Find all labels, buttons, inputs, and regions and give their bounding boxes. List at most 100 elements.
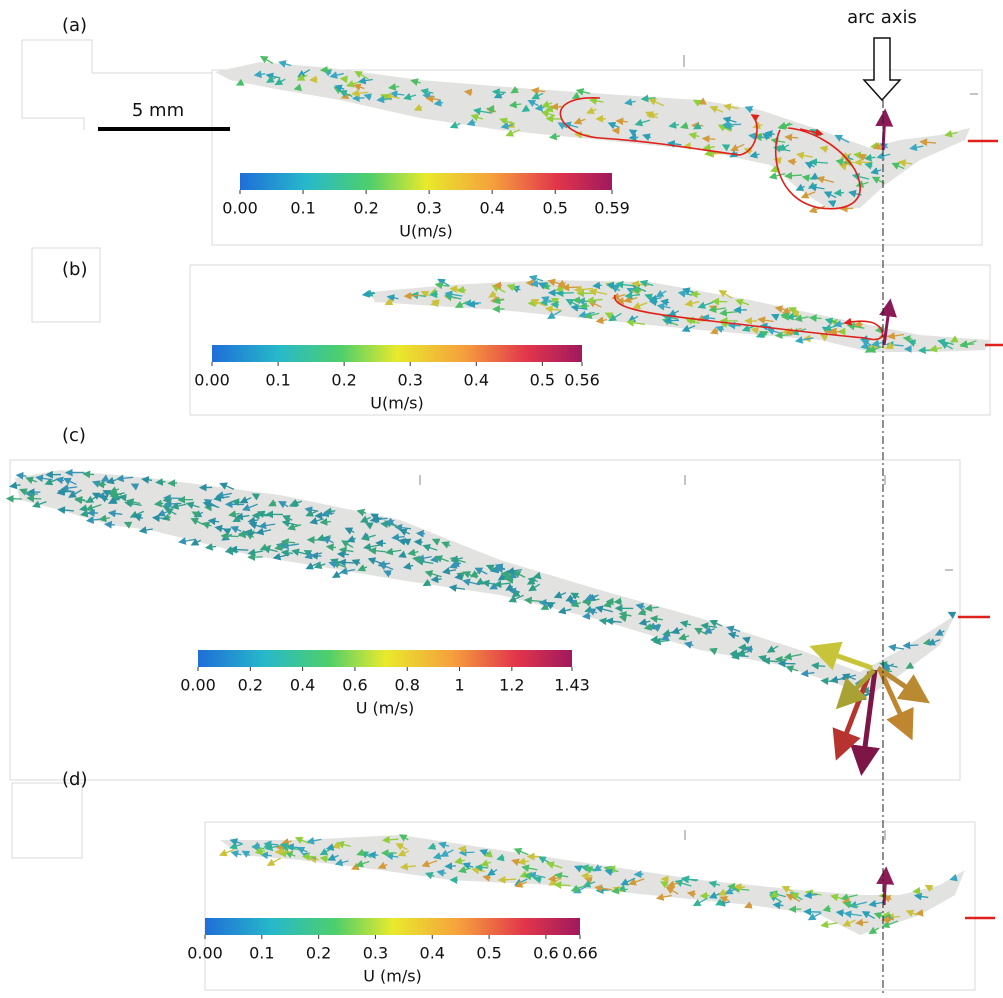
colorbar-tick-label: 0.66	[562, 944, 598, 963]
vector	[745, 905, 751, 908]
vector	[493, 92, 505, 93]
vector	[594, 285, 602, 286]
colorbar-tick-label: 1.2	[499, 676, 524, 695]
vector	[581, 306, 589, 307]
vector	[338, 554, 349, 555]
vector	[369, 855, 378, 856]
vector	[536, 108, 544, 109]
vector	[615, 601, 622, 602]
colorbar-unit: U(m/s)	[399, 222, 453, 241]
vector	[841, 208, 853, 209]
vector	[28, 498, 41, 499]
colorbar-unit: U(m/s)	[370, 394, 424, 413]
colorbar-tick-label: 1	[454, 676, 464, 695]
vector	[609, 868, 616, 869]
vector	[278, 847, 289, 848]
vector	[164, 500, 172, 501]
vector	[552, 304, 559, 305]
vector	[476, 867, 488, 868]
vector	[106, 524, 115, 525]
vector	[731, 653, 744, 654]
vector	[547, 119, 562, 120]
vector	[311, 79, 317, 80]
colorbar-tick-label: 0.5	[543, 199, 568, 218]
colorbar-tick-label: 0.2	[353, 199, 378, 218]
vector	[405, 295, 420, 296]
vector	[333, 570, 345, 577]
colorbar-tick-label: 0.4	[290, 676, 315, 695]
vector	[949, 613, 955, 616]
vector	[597, 320, 607, 322]
colorbar-tick-label: 0.5	[530, 371, 555, 390]
frame	[12, 783, 82, 858]
vector	[810, 318, 821, 319]
colorbar-tick-label: 0.59	[594, 199, 630, 218]
colorbar-tick-label: 0.00	[222, 199, 258, 218]
vector	[703, 139, 715, 140]
vector	[662, 879, 668, 880]
colorbar-unit: U (m/s)	[363, 967, 422, 986]
colorbar-tick-label: 0.3	[363, 944, 388, 963]
vector	[608, 285, 619, 286]
vector	[155, 503, 163, 504]
vector	[904, 645, 918, 646]
vector	[550, 136, 560, 137]
vector	[584, 616, 591, 617]
vector	[776, 659, 787, 660]
arc-axis-label: arc axis	[847, 7, 917, 28]
vector	[456, 577, 462, 578]
vector	[822, 923, 838, 926]
panel-label: (b)	[62, 259, 87, 280]
colorbar	[198, 650, 572, 667]
colorbar-tick-label: 0.8	[395, 676, 420, 695]
colorbar	[240, 173, 612, 190]
vector	[17, 475, 26, 476]
colorbar-unit: U (m/s)	[356, 699, 415, 718]
vector	[432, 579, 441, 580]
vector	[451, 123, 460, 127]
marker	[958, 141, 1003, 918]
scale-bar-label: 5 mm	[132, 100, 184, 121]
vector	[499, 879, 516, 880]
colorbar-tick-label: 0.6	[342, 676, 367, 695]
vector	[837, 912, 844, 913]
colorbar-tick-label: 0.4	[479, 199, 504, 218]
vector	[597, 890, 609, 891]
large-vectors	[883, 112, 890, 905]
colorbar-tick-label: 0.1	[249, 944, 274, 963]
vector	[729, 325, 741, 326]
vector	[84, 474, 94, 475]
vector	[919, 350, 937, 351]
vector	[776, 335, 792, 336]
vector	[774, 905, 783, 906]
panel-label: (c)	[62, 425, 86, 446]
vector	[835, 193, 844, 194]
colorbar-tick-label: 0.1	[265, 371, 290, 390]
vector	[889, 647, 903, 649]
colorbar-tick-label: 0.2	[331, 371, 356, 390]
vector	[665, 320, 679, 321]
vector	[341, 79, 347, 80]
vector	[459, 849, 465, 850]
vector	[884, 915, 891, 916]
arc-axis-arrow	[864, 38, 900, 100]
vector	[340, 562, 355, 563]
colorbar-tick-label: 0.1	[290, 199, 315, 218]
vector	[469, 304, 479, 305]
colorbar-tick-label: 0.6	[533, 944, 558, 963]
colorbar-tick-label: 0.00	[187, 944, 223, 963]
vector	[157, 482, 166, 483]
vector	[654, 640, 669, 642]
colorbar	[212, 345, 582, 362]
colorbar-tick-label: 0.3	[416, 199, 441, 218]
vector	[231, 549, 249, 550]
vector	[165, 503, 181, 504]
vector	[650, 301, 657, 302]
vector	[446, 866, 456, 867]
vector	[233, 501, 241, 502]
vector	[206, 546, 216, 547]
colorbar-tick-label: 0.2	[238, 676, 263, 695]
vector	[327, 547, 335, 548]
colorbar-tick-label: 0.3	[397, 371, 422, 390]
